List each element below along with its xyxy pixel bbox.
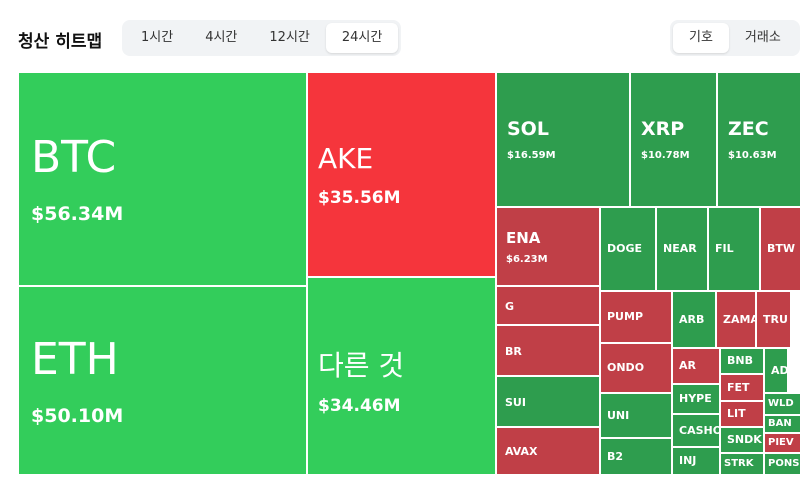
tile[interactable]: BNB [720, 348, 764, 374]
tile-label: ZEC [728, 118, 769, 141]
tile-label: B2 [607, 449, 624, 463]
tile-label: BTC [31, 132, 117, 184]
tile-label: BNB [727, 354, 753, 368]
tile-value: $6.23M [506, 254, 548, 266]
tile[interactable]: PONS [764, 453, 800, 475]
tile-label: AVAX [505, 445, 538, 459]
tile-label: WLD [768, 398, 794, 409]
tile-label: AKE [318, 142, 374, 176]
tile[interactable]: ARB [672, 291, 716, 348]
tile-label: 다른 것 [318, 348, 405, 382]
tile[interactable]: SNDK [720, 427, 764, 453]
tile[interactable]: UNI [600, 393, 672, 438]
tile-label: HYPE [679, 392, 712, 406]
tile-label: SUI [505, 395, 526, 409]
tile[interactable]: SUI [496, 376, 600, 427]
tile-label: FET [727, 380, 750, 394]
tile-label: ENA [506, 228, 541, 247]
tile[interactable]: LIT [720, 401, 764, 427]
tile-label: PONS [768, 458, 800, 469]
tile[interactable]: HYPE [672, 384, 720, 414]
tile[interactable]: ZEC $10.63M [717, 72, 800, 207]
tile-label: BTW [767, 242, 796, 256]
group-tab[interactable]: 거래소 [744, 30, 781, 45]
tile[interactable]: G [496, 286, 600, 325]
tile-label: XRP [641, 118, 685, 141]
tile-label: UNI [607, 408, 630, 422]
tile-value: $10.63M [728, 149, 777, 161]
tile[interactable]: ENA $6.23M [496, 207, 600, 286]
tile[interactable]: XRP $10.78M [630, 72, 717, 207]
tile[interactable]: 다른 것 $34.46M [307, 277, 496, 475]
tile-label: ARB [679, 312, 705, 326]
time-tab[interactable]: 12시간 [269, 30, 310, 45]
group-tab[interactable]: 기호 [673, 23, 729, 53]
tile-label: PIEV [768, 437, 794, 448]
tile-label: DOGE [607, 242, 643, 256]
tile-label: AD [771, 363, 788, 377]
tile-label: FIL [715, 242, 734, 256]
tile[interactable]: FIL [708, 207, 760, 291]
tile[interactable]: BTW [760, 207, 800, 291]
tile-value: $56.34M [31, 203, 124, 226]
time-tab[interactable]: 4시간 [205, 30, 238, 45]
tile-value: $34.46M [318, 396, 401, 417]
tile[interactable]: STRK [720, 453, 764, 475]
tile[interactable]: PUMP [600, 291, 672, 343]
group-tabs: 기호 거래소 [670, 20, 800, 56]
tile[interactable]: ETH $50.10M [18, 286, 307, 475]
tile[interactable]: TRU [756, 291, 791, 348]
tile-label: INJ [679, 454, 697, 468]
tile-label: SNDK [727, 433, 762, 447]
time-tab[interactable]: 1시간 [141, 30, 174, 45]
tile-label: ZAMA [723, 312, 756, 326]
tile-value: $16.59M [507, 149, 556, 161]
tile-label: NEAR [663, 242, 697, 256]
tile[interactable]: WLD [764, 393, 800, 415]
tile[interactable]: B2 [600, 438, 672, 475]
tile[interactable]: DOGE [600, 207, 656, 291]
page-title: 청산 히트맵 [18, 32, 103, 52]
tile[interactable]: INJ [672, 447, 720, 475]
tile[interactable]: AD [764, 348, 788, 393]
tile[interactable]: ONDO [600, 343, 672, 393]
tile[interactable]: BTC $56.34M [18, 72, 307, 286]
tile-label: CASHO [679, 423, 720, 437]
tile-label: STRK [724, 458, 754, 469]
tile[interactable]: PIEV [764, 433, 800, 453]
tile[interactable]: AKE $35.56M [307, 72, 496, 277]
tile-label: BAN [768, 418, 792, 429]
tile-label: LIT [727, 407, 746, 421]
tile[interactable]: NEAR [656, 207, 708, 291]
time-tabs: 1시간 4시간 12시간 24시간 [122, 20, 402, 56]
tile[interactable]: ZAMA [716, 291, 756, 348]
tile-label: ONDO [607, 361, 645, 375]
tile-label: G [505, 299, 515, 313]
tile-label: TRU [763, 312, 788, 326]
tile-label: AR [679, 359, 696, 373]
tile[interactable]: BAN [764, 415, 800, 433]
tile[interactable]: BR [496, 325, 600, 376]
tile[interactable]: AVAX [496, 427, 600, 475]
tile[interactable]: AR [672, 348, 720, 384]
tile-value: $10.78M [641, 149, 690, 161]
time-tab[interactable]: 24시간 [325, 23, 399, 53]
tile-value: $35.56M [318, 187, 401, 208]
tile-value: $50.10M [31, 404, 124, 427]
tile-label: PUMP [607, 310, 644, 324]
tile-label: BR [505, 344, 522, 358]
tile[interactable]: SOL $16.59M [496, 72, 630, 207]
tile[interactable]: FET [720, 374, 764, 401]
tile[interactable]: CASHO [672, 414, 720, 447]
tile-label: ETH [31, 333, 119, 385]
tile-label: SOL [507, 118, 549, 141]
